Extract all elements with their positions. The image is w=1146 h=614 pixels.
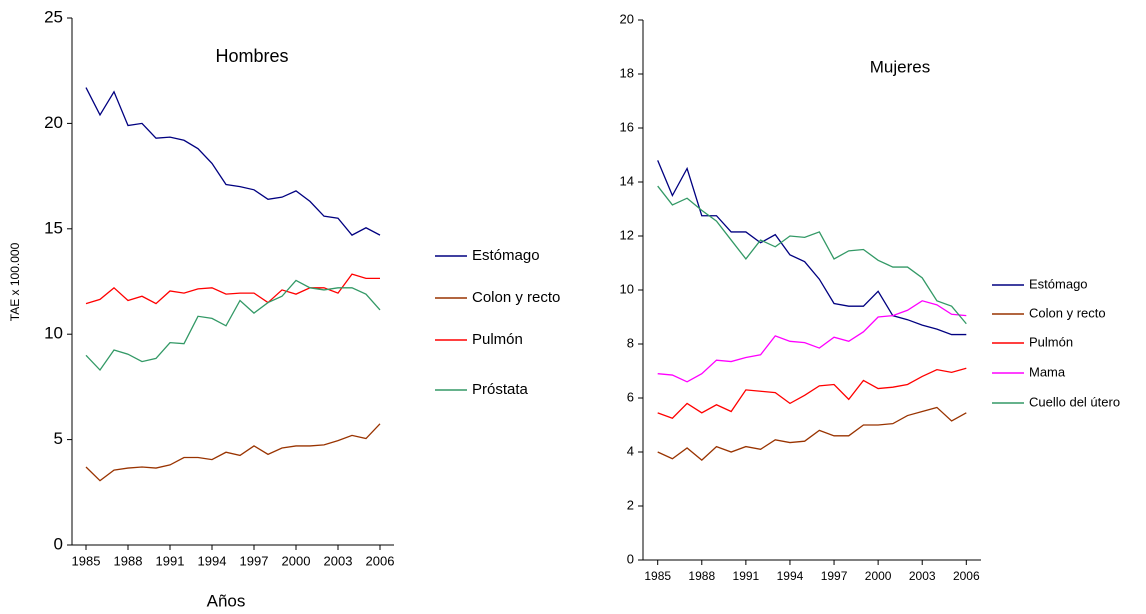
x-tick-label: 2000 [865,569,892,583]
x-axis-label: Años [207,591,246,610]
y-tick-label: 12 [620,227,634,242]
series-line [85,423,381,482]
series-line [657,300,967,383]
y-tick-label: 0 [627,551,634,566]
y-tick-label: 4 [627,443,634,458]
x-tick-label: 1997 [821,569,848,583]
y-tick-label: 8 [627,335,634,350]
series-line [657,367,967,420]
y-tick-label: 18 [620,65,634,80]
y-tick-label: 25 [44,7,63,26]
x-tick-label: 1985 [644,569,671,583]
y-tick-label: 2 [627,497,634,512]
x-tick-label: 1985 [72,553,101,568]
x-tick-label: 2006 [953,569,980,583]
chart-title: Mujeres [870,57,930,76]
legend-label: Mama [1029,364,1066,379]
legend-label: Colon y recto [472,289,560,306]
y-tick-label: 10 [620,281,634,296]
y-axis-label: TAE x 100.000 [8,242,22,321]
y-tick-label: 5 [54,429,63,448]
y-tick-label: 10 [44,324,63,343]
y-tick-label: 14 [620,173,634,188]
x-tick-label: 1991 [156,553,185,568]
y-tick-label: 15 [44,218,63,237]
legend-label: Cuello del útero [1029,394,1120,409]
y-tick-label: 6 [627,389,634,404]
legend-label: Colon y recto [1029,305,1106,320]
y-tick-label: 16 [620,119,634,134]
series-line [657,406,967,461]
y-tick-label: 0 [54,534,63,553]
x-tick-label: 1991 [733,569,760,583]
x-tick-label: 2000 [282,553,311,568]
series-line [85,273,380,305]
x-tick-label: 2006 [366,553,395,568]
x-tick-label: 1997 [240,553,269,568]
chart-title: Hombres [215,46,288,66]
x-tick-label: 1988 [114,553,143,568]
x-tick-label: 1994 [777,569,804,583]
legend-label: Estómago [472,247,540,264]
legend-label: Pulmón [1029,334,1073,349]
series-line [85,87,381,236]
series-line [85,279,381,372]
x-tick-label: 1988 [688,569,715,583]
x-tick-label: 1994 [198,553,227,568]
x-tick-label: 2003 [909,569,936,583]
x-tick-label: 2003 [324,553,353,568]
legend-label: Próstata [472,381,529,398]
series-line [657,185,967,325]
series-line [657,160,967,336]
y-tick-label: 20 [44,113,63,132]
legend-label: Pulmón [472,331,523,348]
y-tick-label: 20 [620,11,634,26]
legend-label: Estómago [1029,276,1088,291]
